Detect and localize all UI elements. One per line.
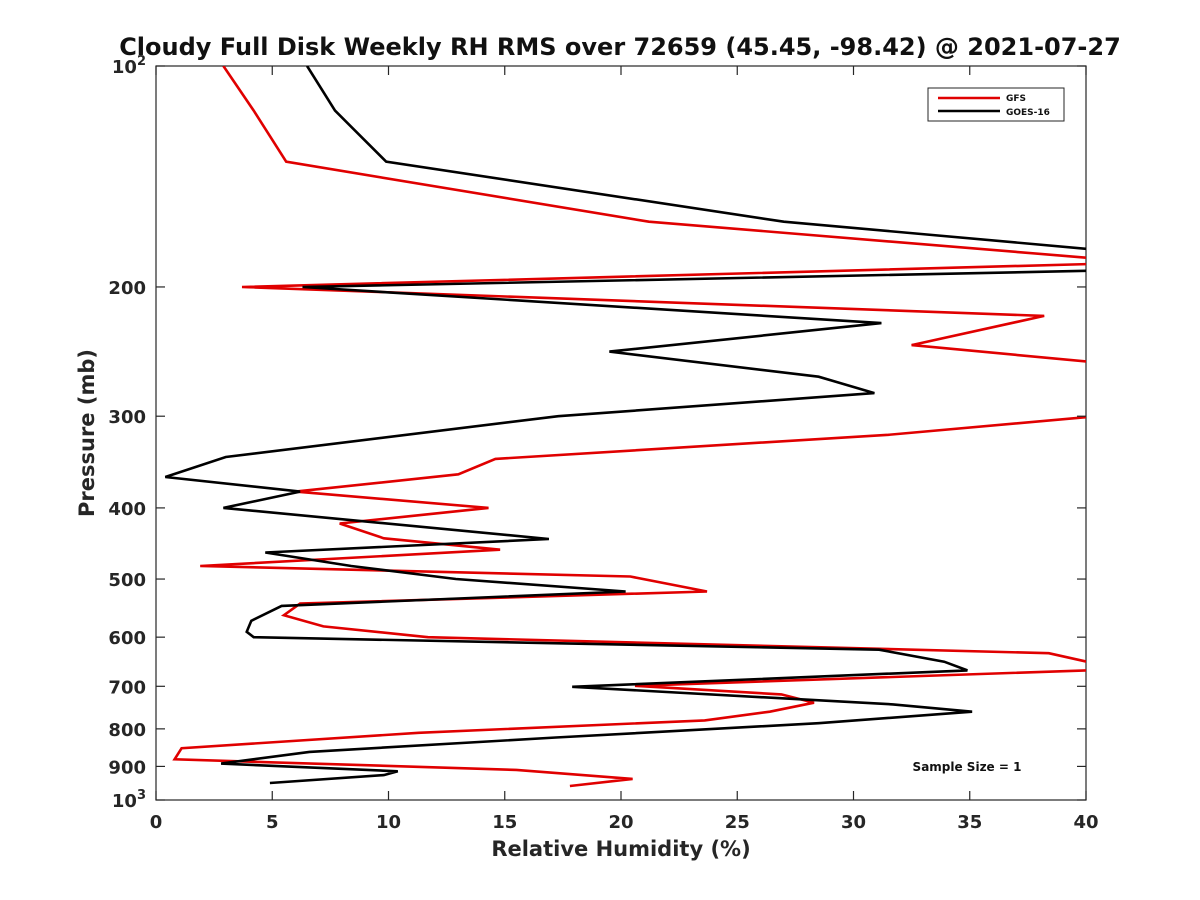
chart-title: Cloudy Full Disk Weekly RH RMS over 7265… bbox=[119, 33, 1121, 61]
y-tick-label: 300 bbox=[108, 407, 146, 428]
y-tick-label: 400 bbox=[108, 499, 146, 520]
legend: GFS GOES-16 bbox=[927, 87, 1065, 122]
x-tick-label: 35 bbox=[957, 812, 982, 833]
x-tick-label: 25 bbox=[725, 812, 750, 833]
y-tick-label: 800 bbox=[108, 720, 146, 741]
x-tick-label: 10 bbox=[376, 812, 401, 833]
y-tick-label: 200 bbox=[108, 278, 146, 299]
x-tick-label: 30 bbox=[841, 812, 866, 833]
x-tick-label: 0 bbox=[150, 812, 163, 833]
legend-label-gfs: GFS bbox=[1006, 94, 1026, 104]
legend-label-goes16: GOES-16 bbox=[1006, 108, 1050, 118]
sample-size-annotation: Sample Size = 1 bbox=[913, 760, 1022, 774]
series-line-gfs bbox=[172, 66, 1086, 788]
x-tick-label: 15 bbox=[492, 812, 517, 833]
series-layer bbox=[164, 66, 1086, 788]
x-tick-label: 5 bbox=[266, 812, 279, 833]
legend-box bbox=[927, 87, 1065, 122]
y-tick-label: 102 bbox=[112, 54, 146, 78]
y-tick-label: 600 bbox=[108, 628, 146, 649]
x-tick-label: 20 bbox=[608, 812, 633, 833]
y-tick-label: 500 bbox=[108, 570, 146, 591]
x-axis-ticks: 0 5 10 15 20 25 30 35 40 bbox=[150, 66, 1099, 833]
series-line-goes16 bbox=[164, 66, 1086, 785]
y-tick-label: 700 bbox=[108, 677, 146, 698]
y-axis-label: Pressure (mb) bbox=[75, 349, 99, 517]
x-axis-label: Relative Humidity (%) bbox=[491, 837, 750, 861]
x-tick-label: 40 bbox=[1073, 812, 1098, 833]
plot-area bbox=[155, 65, 1087, 801]
y-tick-label: 900 bbox=[108, 757, 146, 778]
